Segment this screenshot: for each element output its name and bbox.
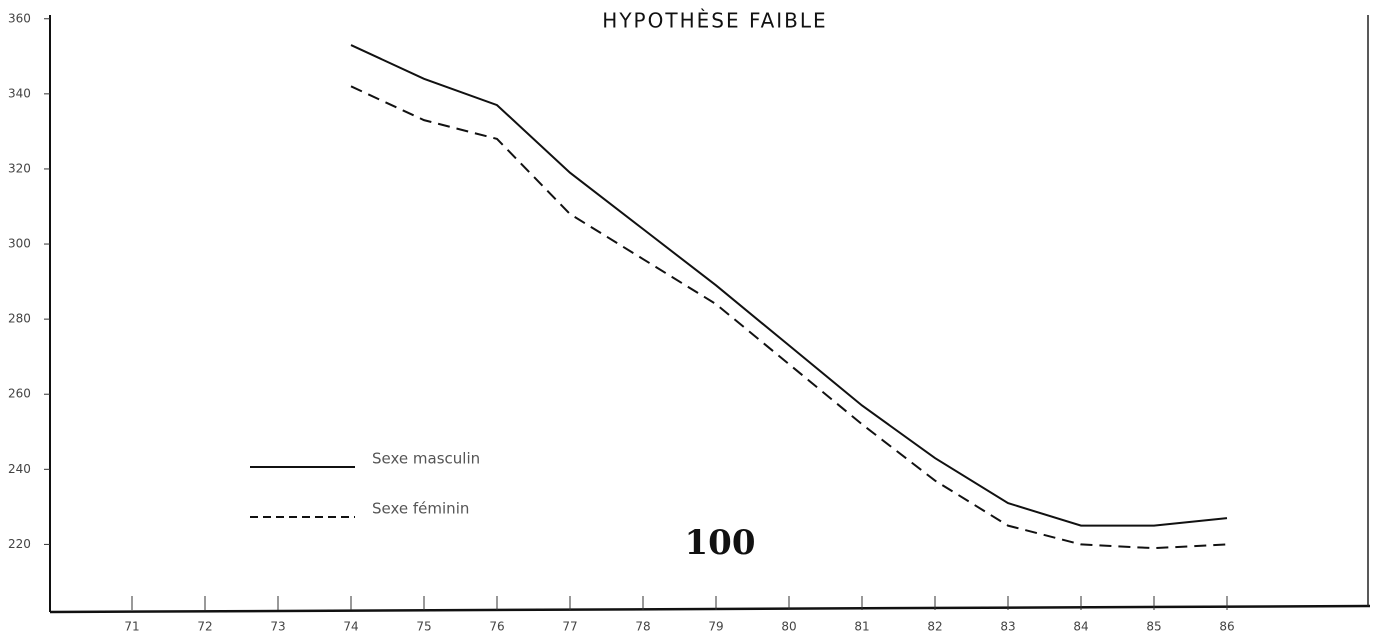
x-tick-label: 80 [781, 620, 796, 634]
y-tick-label: 320 [8, 161, 31, 175]
y-tick-label: 300 [8, 237, 31, 251]
x-tick-label: 86 [1219, 620, 1234, 634]
x-tick-label: 81 [854, 620, 869, 634]
x-tick-label: 73 [270, 620, 285, 634]
x-tick-label: 74 [343, 620, 358, 634]
chart-title: HYPOTHÈSE FAIBLE [602, 9, 827, 33]
y-tick-label: 340 [8, 86, 31, 100]
y-tick-label: 360 [8, 11, 31, 25]
x-tick-label: 72 [197, 620, 212, 634]
x-tick-label: 76 [489, 620, 504, 634]
x-tick-label: 71 [124, 620, 139, 634]
x-axis [49, 604, 1371, 614]
y-tick-label: 280 [8, 312, 31, 326]
x-tick-label: 77 [562, 620, 577, 634]
x-tick-label: 78 [635, 620, 650, 634]
series-line [350, 85, 1228, 550]
x-tick-label: 79 [708, 620, 723, 634]
y-tick-label: 240 [8, 462, 31, 476]
x-tick-label: 82 [927, 620, 942, 634]
y-tick-label: 260 [8, 387, 31, 401]
x-tick-label: 85 [1146, 620, 1161, 634]
page-number: 100 [685, 523, 756, 563]
x-tick-label: 75 [416, 620, 431, 634]
x-tick-label: 83 [1000, 620, 1015, 634]
legend-label: Sexe féminin [372, 500, 469, 518]
y-tick-label: 220 [8, 537, 31, 551]
x-tick-label: 84 [1073, 620, 1088, 634]
series-line [350, 44, 1228, 527]
legend-label: Sexe masculin [372, 450, 480, 468]
